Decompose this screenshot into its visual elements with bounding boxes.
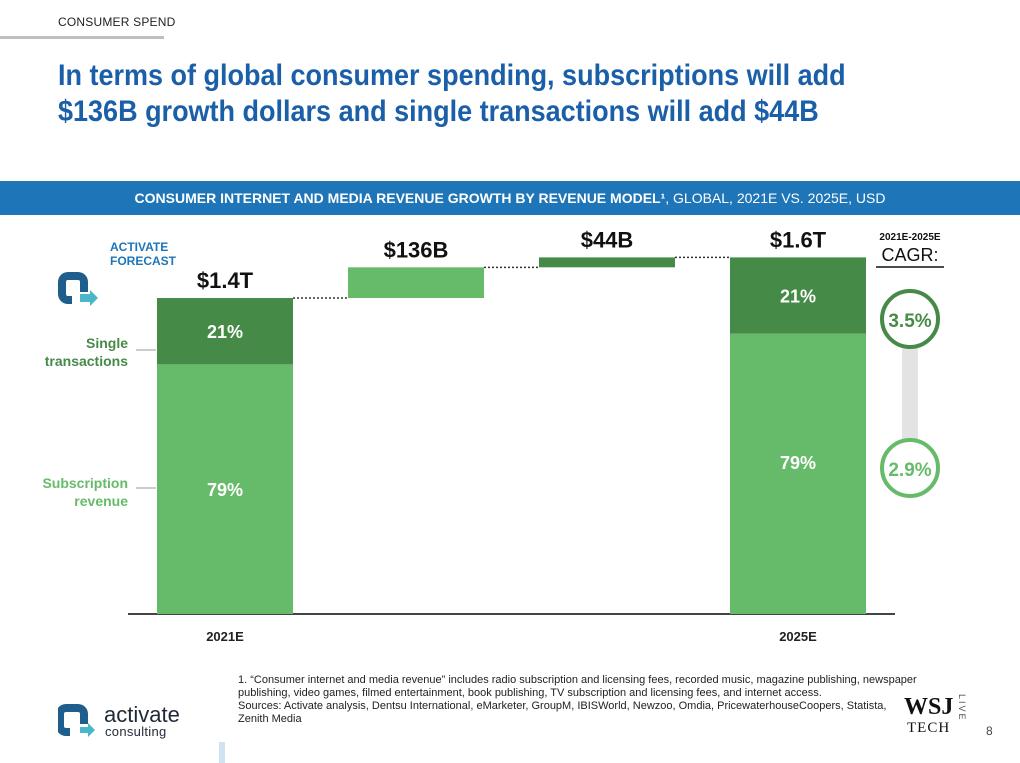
label-2025-single: 21% [780,287,816,307]
label-2021-subscription: 79% [207,480,243,500]
cagr-single-ring [880,289,940,349]
cagr-subscription-ring [880,438,940,498]
label-2021-single: 21% [207,322,243,342]
label-2025-subscription: 79% [780,453,816,473]
x-tick-2021: 2021E [206,629,244,644]
banner-bold: CONSUMER INTERNET AND MEDIA REVENUE GROW… [134,190,666,206]
bar-increment-subscription [348,267,484,299]
badge-line1: ACTIVATE [110,240,168,254]
cagr-subscription-value: 2.9% [888,460,931,481]
banner-rest: , GLOBAL, 2021E VS. 2025E, USD [665,190,886,206]
wsj-logo-side: LIVE [957,694,967,722]
footnote-sources: Sources: Activate analysis, Dentsu Inter… [238,700,887,725]
bar-2025-single [730,257,866,334]
bar-increment-single [539,257,675,268]
logo-sub: consulting [105,724,167,739]
legend-subscription-line1: Subscription [42,475,128,491]
page-number: 8 [986,724,993,738]
legend-single: Single transactions [45,335,156,369]
bar-label-subscription-growth: $136B [384,237,449,262]
bar-2025-subscription [730,333,866,614]
logo-name: activate [104,702,180,727]
section-rule [0,36,164,39]
bar-2021-single [157,298,293,365]
activate-forecast-badge: ACTIVATE FORECAST [58,240,177,306]
cagr-panel: 2021E-2025E CAGR: 3.5% 2.9% [876,232,944,498]
waterfall-chart: ACTIVATE FORECAST 21% 79% 21% 79% $1.4T … [42,227,944,644]
accent-bar [219,742,225,763]
section-label: CONSUMER SPEND [58,15,176,29]
legend-single-line1: Single [86,335,128,351]
footnote-note: 1. “Consumer internet and media revenue”… [238,674,917,699]
cagr-track [902,320,918,470]
wsj-logo-bottom: TECH [907,720,951,736]
cagr-label: CAGR: [881,245,938,265]
legend-single-line2: transactions [45,353,128,369]
bar-label-2025: $1.6T [770,227,827,252]
bar-2021-subscription [157,364,293,614]
cagr-period: 2021E-2025E [879,232,940,243]
bar-label-2021: $1.4T [197,268,254,293]
activate-logo-icon [58,272,98,306]
legend-subscription: Subscription revenue [42,475,156,509]
badge-line2: FORECAST [110,254,177,268]
page-title: In terms of global consumer spending, su… [58,59,846,128]
chart-banner: CONSUMER INTERNET AND MEDIA REVENUE GROW… [0,181,1020,215]
activate-consulting-logo-icon [58,704,95,737]
bar-label-single-growth: $44B [581,227,634,252]
footnote: 1. “Consumer internet and media revenue”… [238,674,918,726]
wsj-logo-top: WSJ [904,694,954,720]
legend-subscription-line2: revenue [74,493,128,509]
cagr-single-value: 3.5% [888,311,931,332]
x-tick-2025: 2025E [779,629,817,644]
